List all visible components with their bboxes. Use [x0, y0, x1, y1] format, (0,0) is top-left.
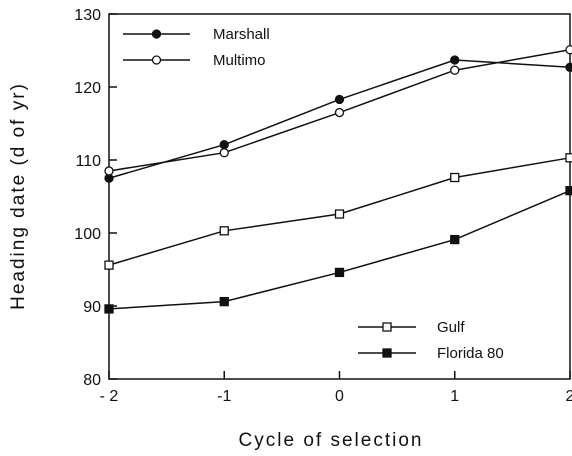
series-gulf — [104, 153, 572, 270]
legend-layer: Marshall Multimo Gulf Florida 80 — [123, 26, 504, 362]
y-tick-label: 100 — [74, 226, 101, 243]
y-tick-label: 90 — [83, 299, 101, 316]
legend-marker-gulf — [382, 322, 392, 332]
legend-item-florida-80: Florida 80 — [358, 345, 504, 362]
x-tick-label: -1 — [217, 388, 231, 405]
data-point-gulf — [450, 172, 460, 183]
data-point-gulf — [104, 260, 114, 270]
legend-item-multimo: Multimo — [123, 52, 266, 69]
legend-item-marshall: Marshall — [123, 26, 270, 43]
series-multimo — [104, 45, 572, 176]
data-point-florida-80 — [334, 267, 345, 278]
x-axis-ticks: - 2 -1 0 1 2 — [100, 371, 572, 405]
legend-marker-multimo — [151, 55, 162, 65]
data-point-florida-80 — [219, 296, 229, 307]
legend-item-gulf: Gulf — [358, 319, 465, 336]
legend-label-florida-80: Florida 80 — [437, 345, 504, 362]
data-point-florida-80 — [450, 234, 460, 245]
x-tick-label: 2 — [566, 388, 572, 405]
legend-label-multimo: Multimo — [213, 52, 266, 69]
y-axis-ticks: 80 90 100 110 120 130 — [74, 7, 117, 389]
y-tick-label: 80 — [83, 372, 101, 389]
data-point-multimo — [334, 107, 345, 118]
data-point-marshall — [565, 62, 572, 72]
data-point-florida-80 — [565, 186, 572, 196]
data-point-multimo — [450, 65, 460, 75]
x-tick-label: 1 — [450, 388, 459, 405]
x-tick-label: 0 — [335, 388, 344, 405]
y-tick-label: 110 — [75, 153, 101, 170]
data-point-florida-80 — [104, 304, 114, 314]
data-point-gulf — [219, 226, 229, 236]
data-point-multimo — [565, 45, 572, 55]
plot-frame — [108, 13, 571, 380]
data-point-multimo — [219, 148, 229, 158]
y-tick-label: 120 — [74, 80, 101, 97]
data-point-gulf — [565, 153, 572, 163]
x-tick-label: - 2 — [100, 388, 119, 405]
data-point-gulf — [334, 209, 345, 219]
data-point-multimo — [104, 166, 114, 176]
y-axis-title: Heading date (d of yr) — [8, 82, 29, 310]
series-marshall — [104, 55, 572, 183]
series-line-florida-80 — [108, 189, 571, 310]
legend-label-gulf: Gulf — [437, 319, 465, 336]
x-axis-title: Cycle of selection — [239, 430, 424, 451]
legend-marker-florida-80 — [382, 348, 392, 358]
data-point-marshall — [334, 94, 345, 105]
series-florida-80 — [104, 186, 572, 314]
data-point-marshall — [450, 55, 460, 65]
data-point-marshall — [219, 140, 229, 150]
y-tick-label: 130 — [74, 7, 101, 24]
series-layer — [104, 45, 572, 314]
legend-label-marshall: Marshall — [213, 26, 270, 43]
legend-marker-marshall — [151, 29, 162, 39]
